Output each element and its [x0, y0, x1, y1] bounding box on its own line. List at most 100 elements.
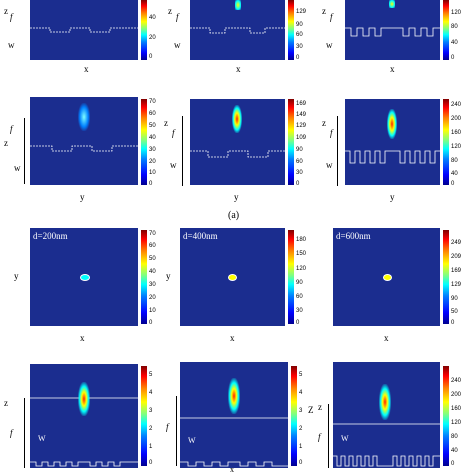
- row4-p2-tick-0: 5: [299, 372, 303, 378]
- row1-p2-tick-3: 30: [296, 44, 303, 50]
- row4-bottom-xlabel: x: [230, 465, 234, 474]
- row3-panel3-colorbar: [443, 230, 449, 324]
- row2-panel3-field: [345, 99, 440, 185]
- row1-p1-flabel: f: [10, 12, 13, 22]
- row2-p2-wlabel: w: [170, 160, 177, 170]
- row3-p3-tick-2: 169: [451, 268, 462, 274]
- row2-p3-tick-3: 120: [451, 144, 462, 150]
- row1-p2-wlabel: w: [174, 40, 181, 50]
- row3-p1-tick-1: 60: [149, 243, 156, 249]
- row2-p1-zlabel: z: [4, 138, 8, 148]
- row4-p1-zlabel: z: [4, 398, 8, 408]
- row3-p2-tick-2: 120: [296, 266, 307, 272]
- row2-p1-tick-6: 10: [149, 170, 156, 176]
- row3-panel1-field: d=200nm: [30, 228, 138, 326]
- row4-panel3-colorbar: [443, 366, 449, 466]
- row3-p2-tick-0: 180: [296, 237, 307, 243]
- row2-p2-xlabel: y: [234, 192, 239, 202]
- focal-spot: [389, 0, 395, 8]
- row4-p2-tick-3: 2: [299, 426, 303, 432]
- row4-p1-tick-2: 3: [149, 408, 153, 414]
- row2-p3-tick-4: 80: [451, 158, 458, 164]
- row1-p3-zlabel: z: [322, 6, 326, 16]
- row1-panel1-colorbar: [141, 0, 147, 60]
- row2-panel1-colorbar: [141, 99, 147, 185]
- caption-a: (a): [228, 210, 240, 221]
- focal-spot: [387, 109, 397, 139]
- row1-p2-tick-1: 90: [296, 22, 303, 28]
- focal-spot: [228, 378, 240, 414]
- row2-p3-tick-5: 40: [451, 171, 458, 177]
- row3-panel1-colorbar: [141, 230, 147, 324]
- row4-p2-tick-1: 4: [299, 390, 303, 396]
- row4-panel2-colorbar: [291, 366, 297, 466]
- row4-p1-tick-3: 2: [149, 426, 153, 432]
- row4-p2-flabel: f: [166, 422, 169, 432]
- row4-p3-tick-6: 0: [451, 461, 455, 467]
- row1-p1-wlabel: w: [8, 40, 15, 50]
- row4-p3-dimline: [328, 404, 329, 468]
- focal-spot: [78, 103, 90, 131]
- row4-p3-wlabel: W: [341, 434, 349, 443]
- row2-p3-tick-2: 160: [451, 130, 462, 136]
- row2-p1-tick-3: 40: [149, 135, 156, 141]
- row3-p1-dlabel: d=200nm: [33, 231, 68, 241]
- row2-panel1-field: [30, 97, 138, 185]
- row3-p2-tick-1: 150: [296, 251, 307, 257]
- row1-p2-xlabel: x: [236, 64, 241, 74]
- row3-p1-tick-6: 10: [149, 308, 156, 314]
- row3-p2-tick-6: 0: [296, 320, 300, 326]
- row3-p3-tick-6: 0: [451, 320, 455, 326]
- row2-p3-dimline: [337, 116, 338, 186]
- row1-p2-tick-0: 129: [296, 9, 307, 15]
- row2-p3-xlabel: y: [390, 192, 395, 202]
- row1-panel2-colorbar: [288, 0, 294, 60]
- row2-p1-dimline: [24, 118, 25, 184]
- row4-p1-dimline: [24, 398, 25, 468]
- row2-p2-tick-2: 129: [296, 123, 307, 129]
- row4-p1-tick-0: 5: [149, 372, 153, 378]
- row4-p2-wlabel: W: [188, 436, 196, 445]
- row4-p3-flabel: f: [318, 432, 321, 442]
- row3-p3-tick-0: 249: [451, 240, 462, 246]
- row2-p3-tick-0: 240: [451, 102, 462, 108]
- grating-outline: [190, 150, 285, 158]
- row2-p2-zlabel: z: [164, 118, 168, 128]
- grating-outline: [30, 145, 138, 152]
- row2-p2-tick-7: 0: [296, 181, 300, 187]
- row1-p2-flabel: f: [176, 12, 179, 22]
- row4-panel2-field: W: [180, 362, 288, 468]
- row2-p1-tick-7: 0: [149, 181, 153, 187]
- row4-p3-tick-1: 200: [451, 392, 462, 398]
- row1-p3-tick-3: 0: [451, 55, 455, 61]
- row2-panel2-field: [190, 99, 285, 185]
- row4-p3-tick-2: 160: [451, 406, 462, 412]
- row3-p1-tick-4: 30: [149, 282, 156, 288]
- row2-p2-dimline: [182, 116, 183, 186]
- row4-panel1-field: W: [30, 364, 138, 468]
- row2-p1-tick-1: 60: [149, 111, 156, 117]
- row2-p3-wlabel: w: [326, 160, 333, 170]
- row4-p1-tick-4: 1: [149, 444, 153, 450]
- row3-p1-ylabel: y: [14, 271, 19, 281]
- row2-p2-tick-0: 169: [296, 101, 307, 107]
- row3-p2-ylabel: y: [166, 271, 171, 281]
- row4-p2-tick-4: 1: [299, 444, 303, 450]
- row1-p3-flabel: f: [330, 12, 333, 22]
- row2-p1-xlabel: y: [80, 192, 85, 202]
- row2-p1-tick-0: 70: [149, 99, 156, 105]
- row2-p3-tick-1: 200: [451, 116, 462, 122]
- row3-panel2-colorbar: [288, 230, 294, 324]
- row2-p2-tick-4: 90: [296, 147, 303, 153]
- row2-p2-tick-5: 60: [296, 159, 303, 165]
- row3-panel3-field: d=600nm: [333, 228, 440, 326]
- row1-p3-xlabel: x: [390, 64, 395, 74]
- row3-p2-xlabel: x: [230, 333, 235, 343]
- row1-p3-wlabel: w: [326, 40, 333, 50]
- row3-p3-tick-1: 209: [451, 254, 462, 260]
- row2-p3-flabel: f: [330, 128, 333, 138]
- row4-p3-tick-3: 120: [451, 420, 462, 426]
- row2-p1-wlabel: w: [14, 163, 21, 173]
- row3-p3-xlabel: x: [384, 333, 389, 343]
- row2-panel2-colorbar: [288, 99, 294, 185]
